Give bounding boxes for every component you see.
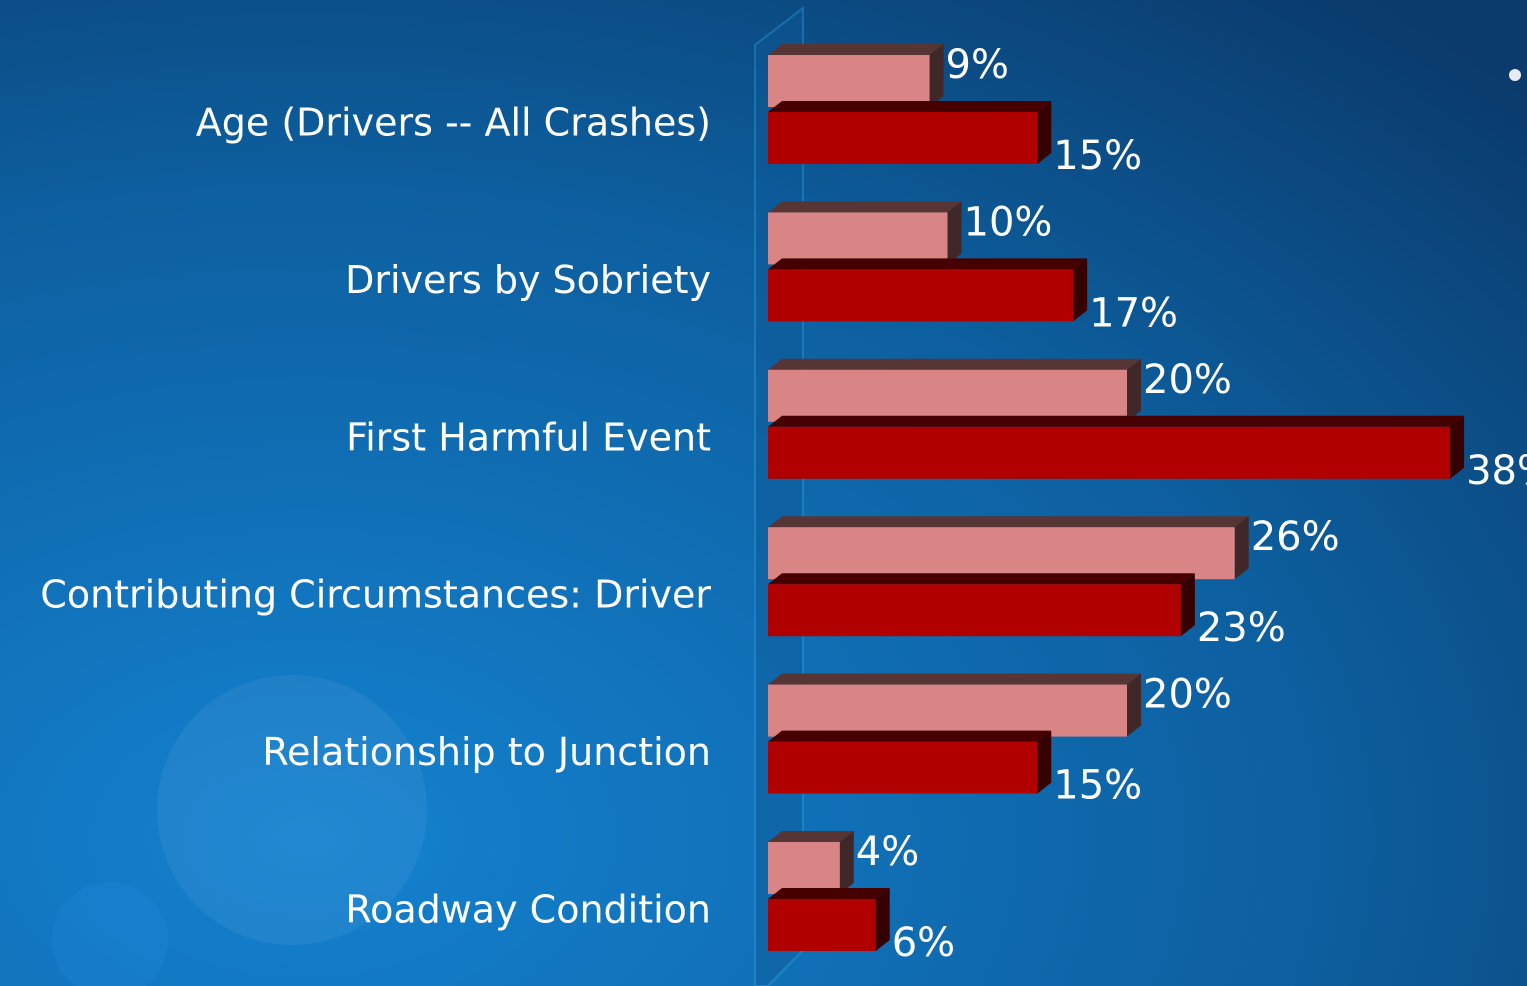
bar [768, 573, 1195, 637]
bar [768, 730, 1052, 794]
bar-top [768, 888, 890, 899]
value-label: 20% [1143, 357, 1232, 403]
category-label: Contributing Circumstances: Driver [40, 573, 711, 617]
bar-front [768, 269, 1074, 322]
bar-side [947, 201, 962, 265]
bar-front [768, 112, 1038, 164]
bar-side [929, 44, 944, 107]
value-label: 23% [1197, 605, 1286, 651]
bar-top [768, 673, 1141, 685]
value-label: 26% [1251, 514, 1340, 560]
bar-top [768, 516, 1249, 528]
value-label: 15% [1053, 763, 1142, 809]
bar-front [768, 584, 1181, 637]
bar-front [768, 212, 948, 265]
category-label: First Harmful Event [346, 415, 711, 459]
bar [768, 516, 1249, 580]
bar [768, 44, 944, 107]
bar-side [1127, 673, 1141, 737]
bar-front [768, 426, 1451, 479]
bar [768, 201, 962, 265]
value-label: 9% [946, 42, 1009, 88]
decor-circle [157, 675, 427, 945]
bar-side [875, 888, 890, 951]
bar [768, 831, 854, 894]
bar-top [768, 101, 1052, 112]
bar-front [768, 55, 930, 107]
bar-side [1073, 258, 1088, 322]
bar-top [768, 201, 962, 213]
bar-top [768, 730, 1052, 742]
bar [768, 358, 1141, 422]
bar-side [1234, 516, 1249, 580]
bar [768, 673, 1141, 737]
bar [768, 415, 1465, 479]
value-label: 17% [1089, 290, 1178, 336]
bar [768, 101, 1052, 164]
category-label: Drivers by Sobriety [345, 258, 711, 302]
bar-side [1450, 415, 1465, 479]
bar-side [1037, 101, 1052, 164]
bar-side [1180, 573, 1195, 637]
bar-front [768, 527, 1235, 580]
value-label: 6% [892, 920, 955, 966]
bar-side [839, 831, 854, 894]
bar-top [768, 358, 1141, 370]
bar-front [768, 684, 1127, 737]
value-label: 38% [1466, 448, 1527, 494]
bar-front [768, 899, 876, 951]
bar-top [768, 831, 854, 842]
value-label: 4% [856, 829, 919, 875]
bar [768, 888, 890, 951]
bar-side [1127, 358, 1141, 422]
value-label: 10% [964, 199, 1053, 245]
bar-top [768, 415, 1465, 427]
category-label: Roadway Condition [345, 888, 711, 932]
bar-front [768, 842, 840, 894]
bar [768, 258, 1088, 322]
bar-top [768, 573, 1195, 585]
bar-top [768, 44, 944, 55]
value-label: 20% [1143, 672, 1232, 718]
bar-top [768, 258, 1088, 270]
bar-front [768, 369, 1127, 422]
bar-front [768, 741, 1038, 794]
decor-circle [52, 882, 168, 986]
bar-side [1037, 730, 1052, 794]
category-label: Age (Drivers -- All Crashes) [196, 101, 711, 145]
decor-light [1509, 69, 1521, 81]
category-label: Relationship to Junction [262, 730, 711, 774]
value-label: 15% [1053, 133, 1142, 179]
